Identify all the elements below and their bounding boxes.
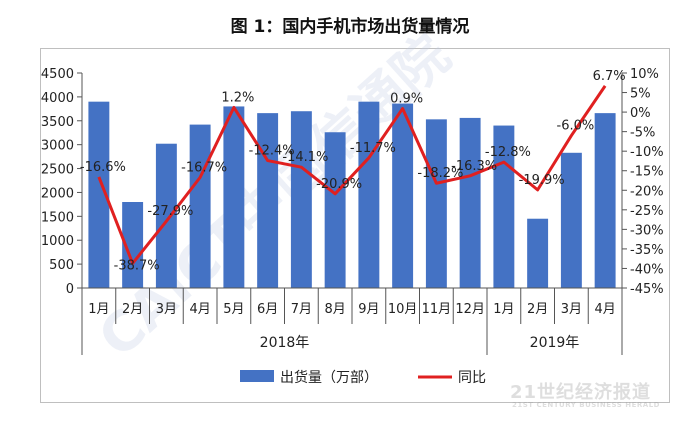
x-tick-label: 1月: [88, 302, 109, 317]
data-label: -20.9%: [316, 177, 362, 192]
data-label: -38.7%: [114, 258, 160, 273]
x-tick-label: 4月: [594, 302, 615, 317]
data-label: -11.7%: [350, 141, 396, 156]
bar: [594, 113, 616, 288]
series-line-yoy: [97, 85, 607, 265]
y-left-tick-label: 4500: [41, 67, 74, 82]
x-tick-label: 3月: [561, 302, 582, 317]
data-label: 6.7%: [593, 69, 626, 84]
legend-label-line: 同比: [458, 370, 486, 386]
y-left-tick-label: 500: [49, 258, 74, 273]
x-tick-label: 4月: [189, 302, 210, 317]
watermark-brand-en: 21ST CENTURY BUSINESS HERALD: [512, 401, 660, 409]
data-label: -19.9%: [519, 173, 565, 188]
y-left-tick-label: 1500: [41, 210, 74, 225]
y-right-tick-label: -35%: [630, 243, 664, 258]
x-group-label: 2019年: [530, 335, 580, 351]
bar: [122, 202, 144, 288]
y-right-tick-label: 0%: [630, 106, 651, 121]
y-left-tick-label: 3000: [41, 139, 74, 154]
x-tick-label: 1月: [493, 302, 514, 317]
y-left-tick-label: 4000: [41, 91, 74, 106]
y-right-tick-label: -30%: [630, 223, 664, 238]
x-tick-label: 9月: [358, 302, 379, 317]
data-label: -12.8%: [485, 145, 531, 160]
data-label: -14.1%: [282, 150, 328, 165]
y-left-tick-label: 2000: [41, 186, 74, 201]
watermark-brand: 21世纪经济报道: [510, 382, 652, 403]
y-right-tick-label: -10%: [630, 145, 664, 160]
chart-title: 图 1：国内手机市场出货量情况: [230, 17, 470, 37]
bar: [257, 113, 279, 288]
x-tick-label: 8月: [324, 302, 345, 317]
data-label: -18.2%: [417, 166, 463, 181]
legend-label-bar: 出货量（万部）: [280, 369, 378, 386]
x-group-label: 2018年: [260, 335, 310, 351]
y-right-tick-label: 5%: [630, 87, 651, 102]
x-tick-label: 2月: [527, 302, 548, 317]
bar: [425, 119, 447, 288]
x-tick-label: 7月: [291, 302, 312, 317]
bar: [392, 103, 414, 288]
x-tick-label: 11月: [422, 302, 452, 317]
y-right-tick-label: 10%: [630, 67, 659, 82]
bar: [324, 132, 346, 288]
legend-swatch-bar: [240, 370, 274, 382]
x-tick-label: 10月: [388, 302, 418, 317]
bar: [459, 117, 481, 289]
bar: [527, 218, 549, 288]
data-label: -27.9%: [147, 204, 193, 219]
bar: [155, 143, 177, 288]
bar: [560, 152, 582, 288]
data-label: -12.4%: [249, 144, 295, 159]
y-left-tick-label: 3500: [41, 115, 74, 130]
y-right-tick-label: -25%: [630, 204, 664, 219]
y-right-tick-label: -15%: [630, 165, 664, 180]
x-tick-label: 12月: [455, 302, 485, 317]
data-label: 1.2%: [221, 90, 254, 105]
data-label: 0.9%: [390, 92, 423, 107]
y-left-tick-label: 2500: [41, 163, 74, 178]
chart-frame: [40, 48, 670, 403]
data-label: -6.0%: [557, 119, 595, 134]
bar: [290, 111, 312, 288]
plot-area: 0 500 1000 1500 2000 2500 3000 3500 4000 4500 10% 5…: [41, 67, 664, 386]
bar: [223, 106, 245, 288]
x-tick-label: 2月: [122, 302, 143, 317]
data-label: -16.3%: [451, 159, 497, 174]
x-tick-label: 3月: [156, 302, 177, 317]
x-tick-label: 6月: [257, 302, 278, 317]
y-right-tick-label: -40%: [630, 262, 664, 277]
y-left-tick-label: 1000: [41, 234, 74, 249]
y-right-tick-label: -5%: [630, 126, 655, 141]
y-right-tick-label: -20%: [630, 184, 664, 199]
y-left-tick-label: 0: [66, 282, 74, 297]
bar: [88, 101, 110, 289]
bar: [358, 101, 380, 289]
y-right-tick-label: -45%: [630, 282, 664, 297]
x-tick-label: 5月: [223, 302, 244, 317]
data-label: -16.7%: [181, 160, 227, 175]
data-label: -16.6%: [80, 160, 126, 175]
